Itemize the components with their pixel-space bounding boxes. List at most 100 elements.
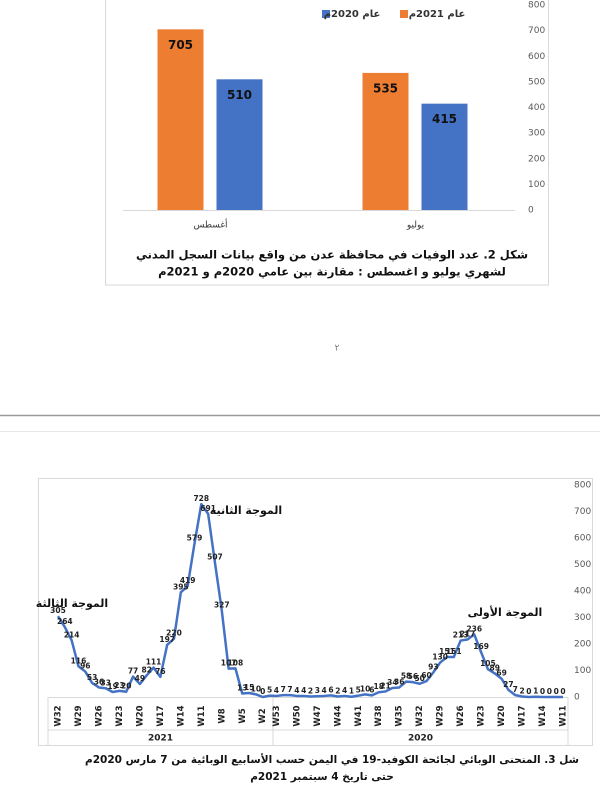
data-label: 151 [446, 647, 462, 656]
data-label: 27 [503, 680, 513, 689]
y-tick-label: 100 [574, 666, 591, 676]
x-tick-label: يوليو [406, 221, 425, 231]
data-label: 1 [533, 687, 538, 696]
x-tick-label: W29 [74, 705, 84, 726]
data-label: 50 [414, 674, 424, 683]
y-tick-label: 0 [528, 206, 534, 216]
legend-swatch [400, 10, 408, 18]
x-tick-label: W17 [156, 705, 166, 726]
data-label: 10 [251, 684, 261, 693]
x-tick-label: W20 [135, 705, 145, 726]
data-label: 0 [554, 687, 559, 696]
legend-label: عام 2021م [409, 9, 466, 20]
data-label: 197 [159, 635, 175, 644]
x-tick-label: W11 [197, 705, 207, 726]
data-label: 327 [214, 600, 230, 609]
page-number: ٢ [335, 344, 340, 354]
data-label: 7 [287, 685, 292, 694]
x-group-label: 2021 [148, 734, 173, 744]
data-label: 415 [432, 112, 457, 126]
x-tick-label: W5 [238, 708, 248, 723]
x-tick-label: W8 [217, 708, 227, 723]
data-label: 130 [432, 653, 448, 662]
x-tick-label: W41 [354, 705, 364, 726]
data-label: 21 [380, 681, 390, 690]
y-tick-label: 800 [574, 481, 591, 491]
data-label: 5 [356, 686, 361, 695]
data-label: 236 [466, 624, 482, 633]
data-label: 76 [155, 667, 165, 676]
x-tick-label: أغسطس [193, 219, 227, 231]
data-label: 0 [540, 687, 545, 696]
y-tick-label: 300 [574, 613, 591, 623]
y-tick-label: 200 [574, 640, 591, 650]
data-label: 264 [57, 617, 73, 626]
bar [362, 72, 409, 210]
x-group-label: 2020 [408, 734, 433, 744]
data-label: 20 [121, 682, 131, 691]
data-label: 691 [200, 504, 216, 513]
data-label: 36 [94, 677, 104, 686]
x-tick-label: W17 [518, 705, 528, 726]
x-tick-label: W14 [538, 705, 548, 726]
data-label: 0 [260, 687, 265, 696]
data-label: 108 [228, 658, 244, 667]
caption: شكل 2. عدد الوفيات في محافظة عدن من واقع… [136, 248, 528, 263]
x-tick-label: W26 [456, 705, 466, 726]
x-tick-label: W50 [292, 705, 302, 726]
data-label: 33 [101, 678, 111, 687]
x-tick-label: W23 [477, 705, 487, 726]
y-tick-label: 700 [528, 26, 545, 36]
data-label: 213 [453, 631, 469, 640]
data-label: 4 [301, 686, 306, 695]
data-label: 69 [496, 669, 506, 678]
x-tick-label: W38 [374, 705, 384, 726]
data-label: 116 [71, 656, 87, 665]
data-label: 0 [560, 687, 565, 696]
y-tick-label: 0 [574, 693, 580, 703]
data-label: 395 [173, 582, 189, 591]
data-label: 34 [387, 678, 397, 687]
legend-label: عام 2020م [324, 9, 381, 20]
data-label: 4 [342, 686, 347, 695]
data-label: 4 [322, 686, 327, 695]
legend-swatch [322, 10, 330, 18]
x-tick-label: W32 [415, 705, 425, 726]
x-tick-label: W35 [395, 705, 405, 726]
data-label: 13 [237, 684, 247, 693]
x-tick-label: W53 [272, 705, 282, 726]
data-label: 5 [267, 686, 272, 695]
data-label: 15 [244, 683, 254, 692]
data-label: 7 [281, 685, 286, 694]
data-label: 93 [428, 662, 438, 671]
data-label: 36 [394, 677, 404, 686]
data-label: 77 [128, 667, 138, 676]
y-tick-label: 400 [528, 103, 545, 113]
x-tick-label: W29 [436, 705, 446, 726]
data-label: 305 [50, 606, 66, 615]
data-label: 3 [315, 686, 320, 695]
y-tick-label: 400 [574, 587, 591, 597]
data-label: 96 [80, 662, 90, 671]
chart-frame [105, 0, 549, 286]
data-label: 2 [308, 686, 313, 695]
bar [157, 29, 204, 210]
caption: لشهري يوليو و اغسطس : مقارنة بين عامي 20… [158, 265, 506, 280]
data-label: 56 [408, 672, 418, 681]
y-tick-label: 300 [528, 129, 545, 139]
data-label: 419 [180, 576, 196, 585]
y-tick-label: 800 [528, 1, 545, 11]
y-tick-label: 700 [574, 507, 591, 517]
x-tick-label: W26 [94, 705, 104, 726]
x-tick-label: W23 [115, 705, 125, 726]
x-tick-label: W2 [258, 708, 268, 723]
data-label: 23 [114, 681, 124, 690]
bar [421, 103, 468, 210]
x-tick-label: W47 [313, 705, 323, 726]
data-label: 18 [374, 682, 384, 691]
data-label: 0 [526, 687, 531, 696]
data-label: 169 [473, 642, 489, 651]
caption: حتى تاريخ 4 سبتمبر 2021م [250, 771, 394, 783]
data-label: 507 [207, 553, 223, 562]
